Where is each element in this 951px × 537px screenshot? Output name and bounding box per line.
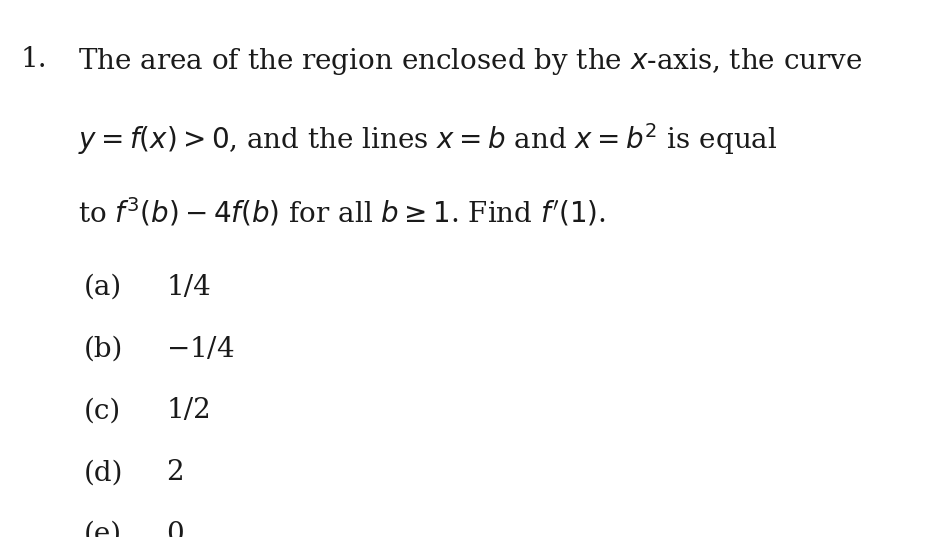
Text: (d): (d) [84,459,124,486]
Text: The area of the region enclosed by the $x$-axis, the curve: The area of the region enclosed by the $… [78,46,863,77]
Text: 0: 0 [166,521,184,537]
Text: $y = f(x) > 0$, and the lines $x = b$ and $x = b^2$ is equal: $y = f(x) > 0$, and the lines $x = b$ an… [78,121,777,157]
Text: (c): (c) [84,397,121,424]
Text: 1.: 1. [21,46,48,72]
Text: (a): (a) [84,274,122,301]
Text: (b): (b) [84,336,123,362]
Text: 1/4: 1/4 [166,274,211,301]
Text: (e): (e) [84,521,122,537]
Text: to $f^3(b) - 4f(b)$ for all $b \geq 1$. Find $f^{\prime}(1)$.: to $f^3(b) - 4f(b)$ for all $b \geq 1$. … [78,196,606,229]
Text: 1/2: 1/2 [166,397,211,424]
Text: 2: 2 [166,459,184,486]
Text: $-$1/4: $-$1/4 [166,336,235,362]
